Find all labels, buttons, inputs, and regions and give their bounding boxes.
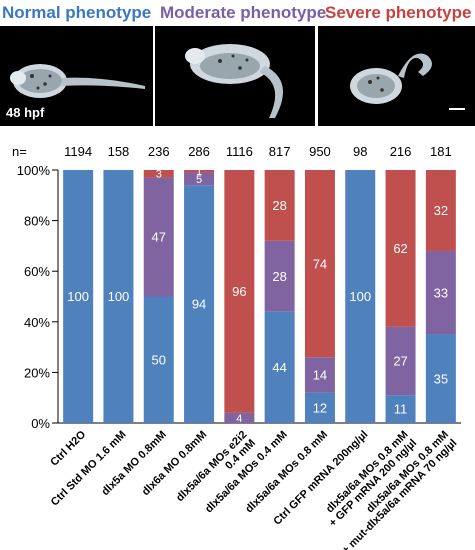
- data-label: 44: [272, 360, 286, 375]
- bar-segment: [425, 250, 456, 335]
- n-count: 158: [108, 144, 130, 159]
- data-label: 27: [393, 354, 407, 369]
- data-label: 11: [394, 402, 408, 417]
- n-count: 950: [309, 144, 331, 159]
- data-label: 3: [156, 169, 162, 181]
- phenotype-header: Normal phenotype Moderate phenotype Seve…: [0, 0, 475, 30]
- n-count: 236: [148, 144, 170, 159]
- data-label: 35: [434, 371, 448, 386]
- bar-segment: [264, 240, 295, 312]
- bar-segment: [184, 170, 215, 173]
- data-label: 32: [434, 203, 448, 218]
- y-tick-label: 100%: [17, 163, 51, 178]
- y-tick-label: 40%: [24, 315, 50, 330]
- data-label: 14: [313, 368, 327, 383]
- bars: 100 1005047394514964428281214741001127623…: [63, 166, 456, 425]
- bar-segment: [224, 412, 255, 423]
- category-label-line: dlx5a/6a MOs e2i2: [174, 429, 250, 505]
- category-label-line: dlx5a/6a MOs 0.8 mM: [243, 429, 330, 516]
- data-label: 28: [272, 269, 286, 284]
- category-label-line: Ctrl H2O: [48, 428, 88, 468]
- data-label: 74: [313, 256, 327, 271]
- n-count: 98: [353, 144, 367, 159]
- moderate-embryo-drawing: [185, 44, 283, 118]
- bar-segment: [184, 172, 215, 186]
- stacked-bar-chart: 0%20%40%60%80%100% 100 100504739451496442…: [12, 144, 461, 550]
- bar-segment: [385, 170, 416, 327]
- n-count: 817: [269, 144, 291, 159]
- normal-phenotype-title: Normal phenotype: [2, 3, 152, 22]
- y-tick-label: 80%: [24, 214, 50, 229]
- severe-phenotype-title: Severe phenotype: [325, 3, 472, 22]
- data-label: 12: [313, 400, 327, 415]
- n-count: 1194: [64, 144, 92, 159]
- bar-segment: [345, 170, 376, 423]
- data-label: 94: [192, 297, 206, 312]
- moderate-phenotype-title: Moderate phenotype: [160, 3, 327, 22]
- bar-segment: [304, 392, 335, 423]
- bar-segment: [264, 311, 295, 423]
- data-label: 5: [196, 174, 202, 186]
- bar-segment: [63, 170, 94, 423]
- data-label: 33: [434, 285, 448, 300]
- severe-embryo-image: [318, 26, 475, 126]
- bar-segment: [143, 296, 174, 423]
- bar-segment: [304, 170, 335, 358]
- data-label: 50: [152, 352, 166, 367]
- category-label: Ctrl H2O: [48, 428, 88, 468]
- category-label-line: Ctrl Std MO 1.6 mM: [49, 429, 129, 509]
- bar-segment: [385, 326, 416, 396]
- moderate-embryo-image: [155, 26, 315, 126]
- n-count: 216: [390, 144, 412, 159]
- data-label: 100: [108, 289, 130, 304]
- bar-segment: [304, 357, 335, 393]
- stage-label: 48 hpf: [6, 105, 45, 120]
- y-tick-label: 20%: [24, 365, 50, 380]
- n-count: 1116: [226, 144, 253, 159]
- data-label: 62: [393, 241, 407, 256]
- normal-embryo-drawing: [10, 64, 145, 98]
- data-label: 4: [236, 413, 242, 425]
- bar-segment: [184, 185, 215, 423]
- data-label: 96: [232, 284, 246, 299]
- normal-embryo-image: 48 hpf: [0, 26, 153, 126]
- bar-segment: [143, 177, 174, 297]
- bar-segment: [103, 170, 134, 423]
- data-label: 100: [349, 289, 371, 304]
- y-tick-label: 60%: [24, 264, 50, 279]
- data-label: 1: [196, 166, 202, 178]
- n-counts-row: n= 1194 158 236 286 1116 817 950 98 216 181: [12, 144, 452, 159]
- bar-segment: [425, 170, 456, 251]
- bar-segment: [425, 334, 456, 423]
- n-count: 181: [430, 144, 452, 159]
- data-label: 28: [272, 198, 286, 213]
- data-label: 47: [152, 230, 166, 245]
- category-label: dlx5a/6a MOs 0.8 mM: [243, 429, 330, 516]
- severe-embryo-drawing: [350, 53, 432, 104]
- n-count: 286: [188, 144, 210, 159]
- y-tick-label: 0%: [31, 416, 50, 431]
- bar-segment: [143, 170, 174, 178]
- data-label: 100: [67, 289, 89, 304]
- n-label: n=: [12, 144, 27, 159]
- category-label: Ctrl Std MO 1.6 mM: [49, 429, 129, 509]
- bar-segment: [264, 170, 295, 241]
- scale-bar: [449, 108, 465, 110]
- bar-segment: [385, 395, 416, 423]
- bar-segment: [224, 170, 255, 413]
